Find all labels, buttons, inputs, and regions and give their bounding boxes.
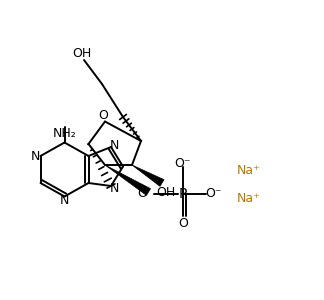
- Text: O: O: [98, 109, 109, 122]
- Text: OH: OH: [72, 47, 91, 60]
- Text: N: N: [109, 139, 119, 152]
- Text: O⁻: O⁻: [175, 157, 191, 170]
- Text: Na⁺: Na⁺: [237, 164, 261, 178]
- Text: P: P: [179, 187, 187, 200]
- Text: O: O: [138, 187, 147, 200]
- Text: N: N: [60, 194, 69, 208]
- Polygon shape: [105, 165, 151, 195]
- Text: NH₂: NH₂: [52, 127, 76, 140]
- Text: O: O: [178, 217, 188, 230]
- Text: O⁻: O⁻: [205, 187, 221, 200]
- Text: OH: OH: [156, 185, 175, 199]
- Text: N: N: [31, 150, 40, 163]
- Polygon shape: [132, 165, 164, 186]
- Text: Na⁺: Na⁺: [237, 191, 261, 205]
- Text: N: N: [109, 182, 119, 195]
